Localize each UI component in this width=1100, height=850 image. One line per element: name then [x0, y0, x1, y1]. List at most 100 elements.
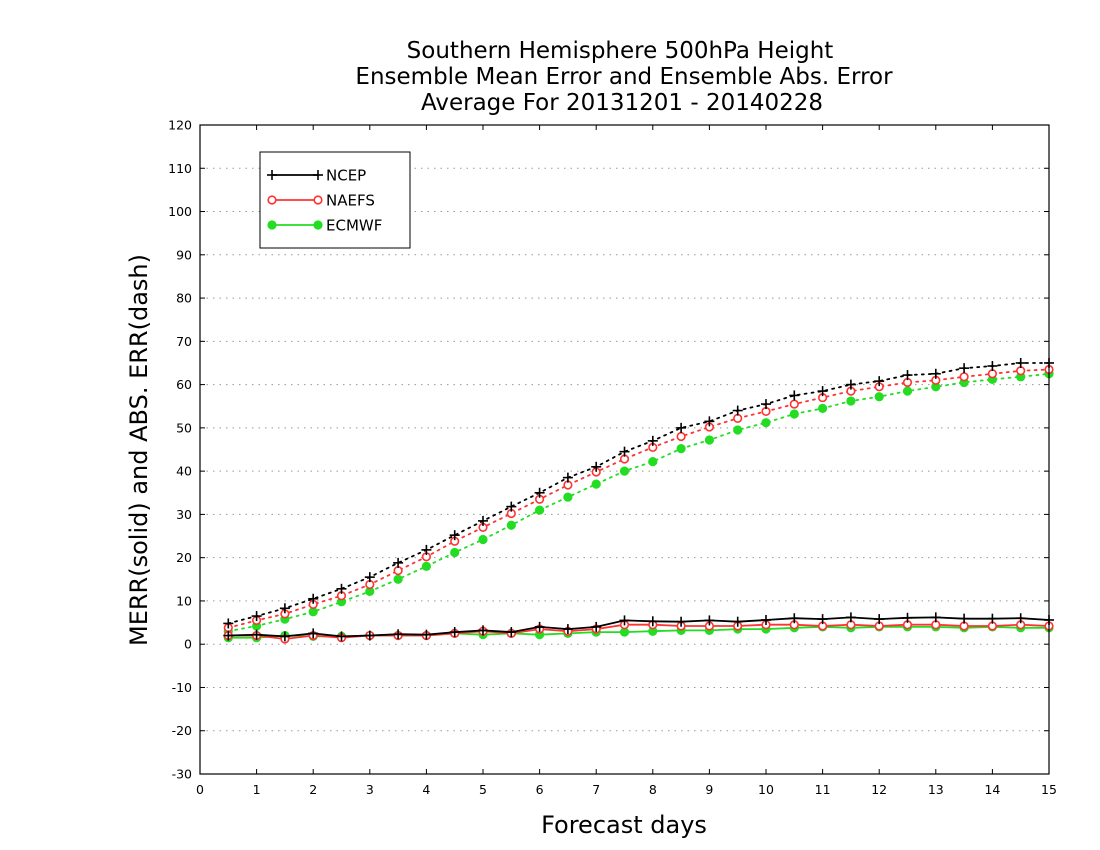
series-ncep-merr-point	[1015, 613, 1026, 624]
series-ecmwf-abs-err-point	[704, 435, 715, 445]
series-ncep-abs-err-point	[987, 360, 998, 371]
series-ncep-merr-point	[647, 616, 658, 627]
series-ecmwf-abs-err-point	[535, 505, 545, 515]
series-ncep-merr-point	[789, 613, 800, 624]
series-ncep-abs-err-point	[534, 487, 545, 498]
series-ncep-abs-err-point	[676, 422, 687, 433]
series-naefs-abs-err-point	[733, 413, 743, 423]
series-ncep-merr-point	[761, 614, 771, 625]
legend-item-ecmwf-label: ECMWF	[326, 217, 382, 235]
series-ecmwf-abs-err-point	[365, 586, 375, 597]
series-ncep-merr-point	[902, 612, 913, 623]
x-tick-label: 5	[479, 782, 487, 797]
series-ncep-abs-err-point	[902, 370, 913, 381]
series-ecmwf-abs-err-line	[227, 372, 1050, 633]
series-ncep-merr-point	[704, 615, 715, 626]
plot-frame	[199, 124, 1050, 775]
series-ncep-merr-point	[534, 621, 545, 632]
x-tick-label: 13	[928, 782, 944, 797]
x-tick-label: 3	[366, 782, 374, 797]
y-tick-label: 40	[176, 464, 192, 479]
series-ecmwf-abs-err-point	[902, 386, 913, 396]
series-ncep-abs-err-point	[591, 461, 602, 472]
series-ncep-merr-point	[393, 629, 404, 640]
series-ncep-abs-err-point	[449, 530, 460, 541]
series-ecmwf-merr-point	[648, 626, 658, 636]
series-ncep-abs-err-point	[647, 435, 658, 446]
y-tick-label: 60	[176, 377, 192, 392]
series-ecmwf-merr-point	[619, 627, 630, 637]
series-ncep-abs-err-point	[562, 472, 573, 483]
x-tick-label: 12	[871, 782, 887, 797]
y-tick-label: 110	[168, 161, 192, 176]
x-tick-label: 4	[422, 782, 430, 797]
series-ecmwf-abs-err-point	[676, 444, 686, 454]
chart-title: Southern Hemisphere 500hPa Height Ensemb…	[355, 38, 893, 116]
series-ncep-abs-err-point	[393, 557, 404, 568]
x-tick-label: 14	[984, 782, 1000, 797]
series-ncep-abs-err-point	[704, 416, 715, 427]
series-ncep-abs-err-point	[1015, 357, 1026, 368]
legend-item-ecmwf-swatch-marker	[313, 220, 323, 230]
series-ecmwf-abs-err-point	[591, 479, 601, 489]
x-tick-label: 10	[758, 782, 774, 797]
series-ecmwf-abs-err-point	[818, 403, 828, 413]
series-layer	[223, 357, 1054, 644]
x-tick-label: 11	[815, 782, 831, 797]
y-tick-label: -10	[172, 680, 192, 695]
series-ncep-merr-point	[421, 629, 432, 640]
series-ecmwf-abs-err-point	[308, 607, 318, 617]
y-axis-label: MERR(solid) and ABS. ERR(dash)	[125, 254, 153, 646]
series-ncep-abs-err-line	[227, 362, 1050, 625]
series-ncep-merr-point	[676, 616, 687, 627]
legend-item-ncep-label: NCEP	[326, 167, 366, 185]
y-tick-label: 80	[176, 291, 192, 306]
legend-item-naefs-label: NAEFS	[326, 192, 375, 210]
series-ncep-merr-point	[987, 613, 998, 624]
x-axis-label: Forecast days	[541, 811, 707, 839]
y-tick-label: 10	[176, 593, 192, 608]
series-ncep-merr-point	[845, 612, 856, 623]
series-naefs-abs-err-point	[987, 369, 998, 379]
series-ecmwf-abs-err-point	[619, 466, 630, 476]
series-ncep-abs-err-point	[817, 386, 828, 397]
y-tick-label: 30	[176, 507, 192, 522]
series-ncep-abs-err-point	[959, 363, 970, 374]
series-ncep-merr-point	[279, 631, 290, 642]
series-ncep-abs-err-point	[930, 368, 941, 379]
y-tick-label: 0	[184, 637, 192, 652]
y-tick-label: 120	[168, 118, 192, 133]
series-ecmwf-abs-err-point	[846, 396, 856, 406]
series-ncep-merr-point	[478, 625, 488, 636]
series-ncep-merr-point	[308, 628, 319, 639]
series-ncep-merr-point	[732, 616, 743, 627]
series-ncep-merr-point	[251, 629, 262, 640]
y-tick-label: 70	[176, 334, 192, 349]
series-ecmwf-abs-err-point	[506, 520, 516, 530]
series-ncep-merr-point	[930, 612, 941, 623]
series-ncep-merr-point	[591, 621, 602, 632]
x-tick-label: 1	[253, 782, 261, 797]
legend: NCEP NAEFS ECMWF	[259, 151, 411, 249]
series-ncep-merr-point	[506, 627, 517, 638]
y-tick-label: -20	[172, 723, 192, 738]
legend-item-naefs-swatch-marker	[313, 195, 323, 205]
series-ecmwf-abs-err-point	[874, 392, 884, 402]
x-tick-label: 2	[309, 782, 317, 797]
legend-item-ncep-swatch-marker	[313, 170, 323, 180]
legend-item-ecmwf: ECMWF	[267, 217, 382, 235]
series-ncep-abs-err-point	[308, 593, 319, 604]
y-tick-label: 90	[176, 247, 192, 262]
y-tick-label: 50	[176, 420, 192, 435]
legend-item-naefs-swatch-marker	[267, 195, 277, 205]
x-tick-label: 8	[649, 782, 657, 797]
x-tick-label: 0	[196, 782, 204, 797]
legend-item-ncep-swatch-marker	[267, 170, 277, 180]
series-ncep-abs-err-point	[478, 515, 488, 526]
x-tick-label: 7	[592, 782, 600, 797]
series-ncep-abs-err-point	[279, 603, 290, 614]
series-ncep-merr-point	[223, 630, 234, 641]
series-ncep-abs-err-point	[364, 572, 375, 583]
